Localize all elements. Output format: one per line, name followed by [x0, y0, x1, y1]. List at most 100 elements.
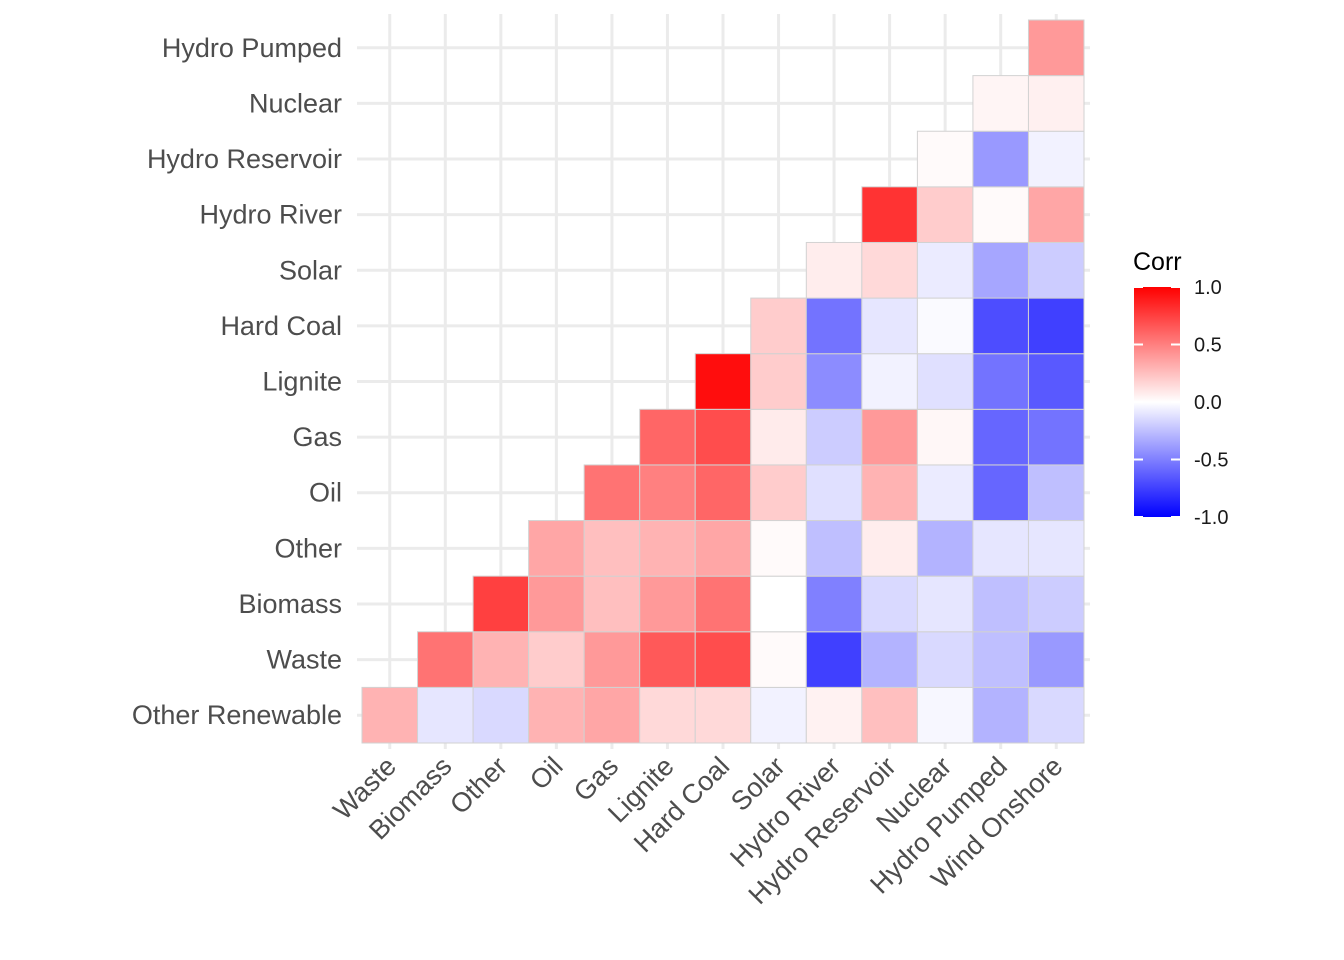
heatmap-cell [972, 130, 1029, 188]
heatmap-cell [694, 520, 752, 577]
heatmap-cell [528, 686, 585, 744]
heatmap-cell [417, 631, 474, 688]
heatmap-cell [583, 575, 641, 633]
heatmap-cell [472, 631, 530, 688]
heatmap-cell [1027, 686, 1085, 744]
heatmap-cell [861, 241, 918, 299]
y-tick-label: Other [274, 533, 342, 563]
heatmap-cell [694, 353, 752, 410]
heatmap-cell [916, 408, 974, 466]
heatmap-cell [861, 631, 918, 688]
heatmap-cell [639, 631, 696, 688]
y-tick-label: Hydro Pumped [162, 33, 342, 63]
heatmap-cell [972, 686, 1029, 744]
legend-tick-label: 0.0 [1194, 392, 1222, 414]
legend-title: Corr [1133, 248, 1182, 276]
y-tick-label: Solar [279, 255, 342, 285]
legend-ticks: 1.0 0.5 0.0 -0.5 -1.0 [1134, 277, 1228, 529]
y-tick-label: Hydro River [199, 200, 342, 230]
heatmap-cell [972, 631, 1029, 688]
heatmap-cell [861, 408, 918, 466]
heatmap-cell [805, 353, 863, 410]
heatmap-cell [861, 686, 918, 744]
legend-tick-label: -0.5 [1194, 450, 1228, 472]
heatmap-cell [916, 686, 974, 744]
heatmap-cell [972, 408, 1029, 466]
x-tick-label: Oil [524, 751, 569, 796]
heatmap-cell [694, 575, 752, 633]
heatmap-cell [1027, 520, 1085, 577]
heatmap-cell [639, 520, 696, 577]
heatmap-cell [583, 464, 641, 522]
heatmap-cell [972, 575, 1029, 633]
heatmap-cell [750, 631, 807, 688]
legend-tick-label: -1.0 [1194, 507, 1228, 529]
x-tick-label: Other [444, 751, 513, 820]
heatmap-cell [972, 520, 1029, 577]
heatmap-cell [805, 686, 863, 744]
heatmap-cell [639, 464, 696, 522]
heatmap-cell [750, 408, 807, 466]
heatmap-cell [1027, 241, 1085, 299]
heatmap-cell [972, 186, 1029, 243]
heatmap-cell [1027, 130, 1085, 188]
heatmap-cell [1027, 297, 1085, 355]
heatmap-cell [639, 408, 696, 466]
heatmap-cell [750, 297, 807, 355]
heatmap-cell [694, 408, 752, 466]
heatmap-cell [1027, 464, 1085, 522]
heatmap-cell [972, 464, 1029, 522]
heatmap-cell [805, 631, 863, 688]
y-tick-label: Hard Coal [220, 311, 342, 341]
y-tick-label: Biomass [238, 589, 342, 619]
heatmap-cell [861, 520, 918, 577]
heatmap-cell [916, 631, 974, 688]
y-tick-label: Other Renewable [132, 700, 342, 730]
heatmap-cell [916, 520, 974, 577]
heatmap-cell [417, 686, 474, 744]
heatmap-cell [528, 575, 585, 633]
heatmap-cell [805, 297, 863, 355]
heatmap-cell [861, 353, 918, 410]
heatmap-cell [916, 297, 974, 355]
heatmap-cell [805, 520, 863, 577]
y-tick-label: Gas [292, 422, 342, 452]
heatmap-cell [805, 241, 863, 299]
heatmap-cell [805, 464, 863, 522]
heatmap-cell [639, 686, 696, 744]
heatmap-cell [1027, 75, 1085, 132]
heatmap-cell [1027, 19, 1085, 77]
heatmap-cell [1027, 408, 1085, 466]
legend-tick-label: 0.5 [1194, 335, 1222, 357]
heatmap-cell [916, 130, 974, 188]
y-tick-label: Waste [266, 645, 342, 675]
heatmap-cell [472, 575, 530, 633]
heatmap-cell [972, 75, 1029, 132]
y-tick-label: Oil [309, 478, 342, 508]
heatmap-cell [861, 575, 918, 633]
heatmap-cell [750, 353, 807, 410]
heatmap-cell [916, 241, 974, 299]
legend-tick-label: 1.0 [1194, 277, 1222, 299]
heatmap-cell [805, 575, 863, 633]
y-tick-label: Nuclear [249, 88, 342, 118]
heatmap-cell [694, 631, 752, 688]
legend: Corr 1.0 0.5 0.0 -0.5 -1.0 [1133, 248, 1228, 529]
heatmap-cell [916, 575, 974, 633]
heatmap-cell [916, 353, 974, 410]
heatmap-cell [639, 575, 696, 633]
heatmap-cell [528, 520, 585, 577]
y-tick-label: Hydro Reservoir [147, 144, 342, 174]
heatmap-cell [1027, 186, 1085, 243]
heatmap-cell [583, 520, 641, 577]
heatmap-cell [972, 241, 1029, 299]
heatmap-cell [1027, 575, 1085, 633]
heatmap-cell [750, 520, 807, 577]
heatmap-tiles [361, 19, 1085, 744]
heatmap-cell [472, 686, 530, 744]
heatmap-cell [583, 686, 641, 744]
heatmap-cell [528, 631, 585, 688]
heatmap-cell [583, 631, 641, 688]
